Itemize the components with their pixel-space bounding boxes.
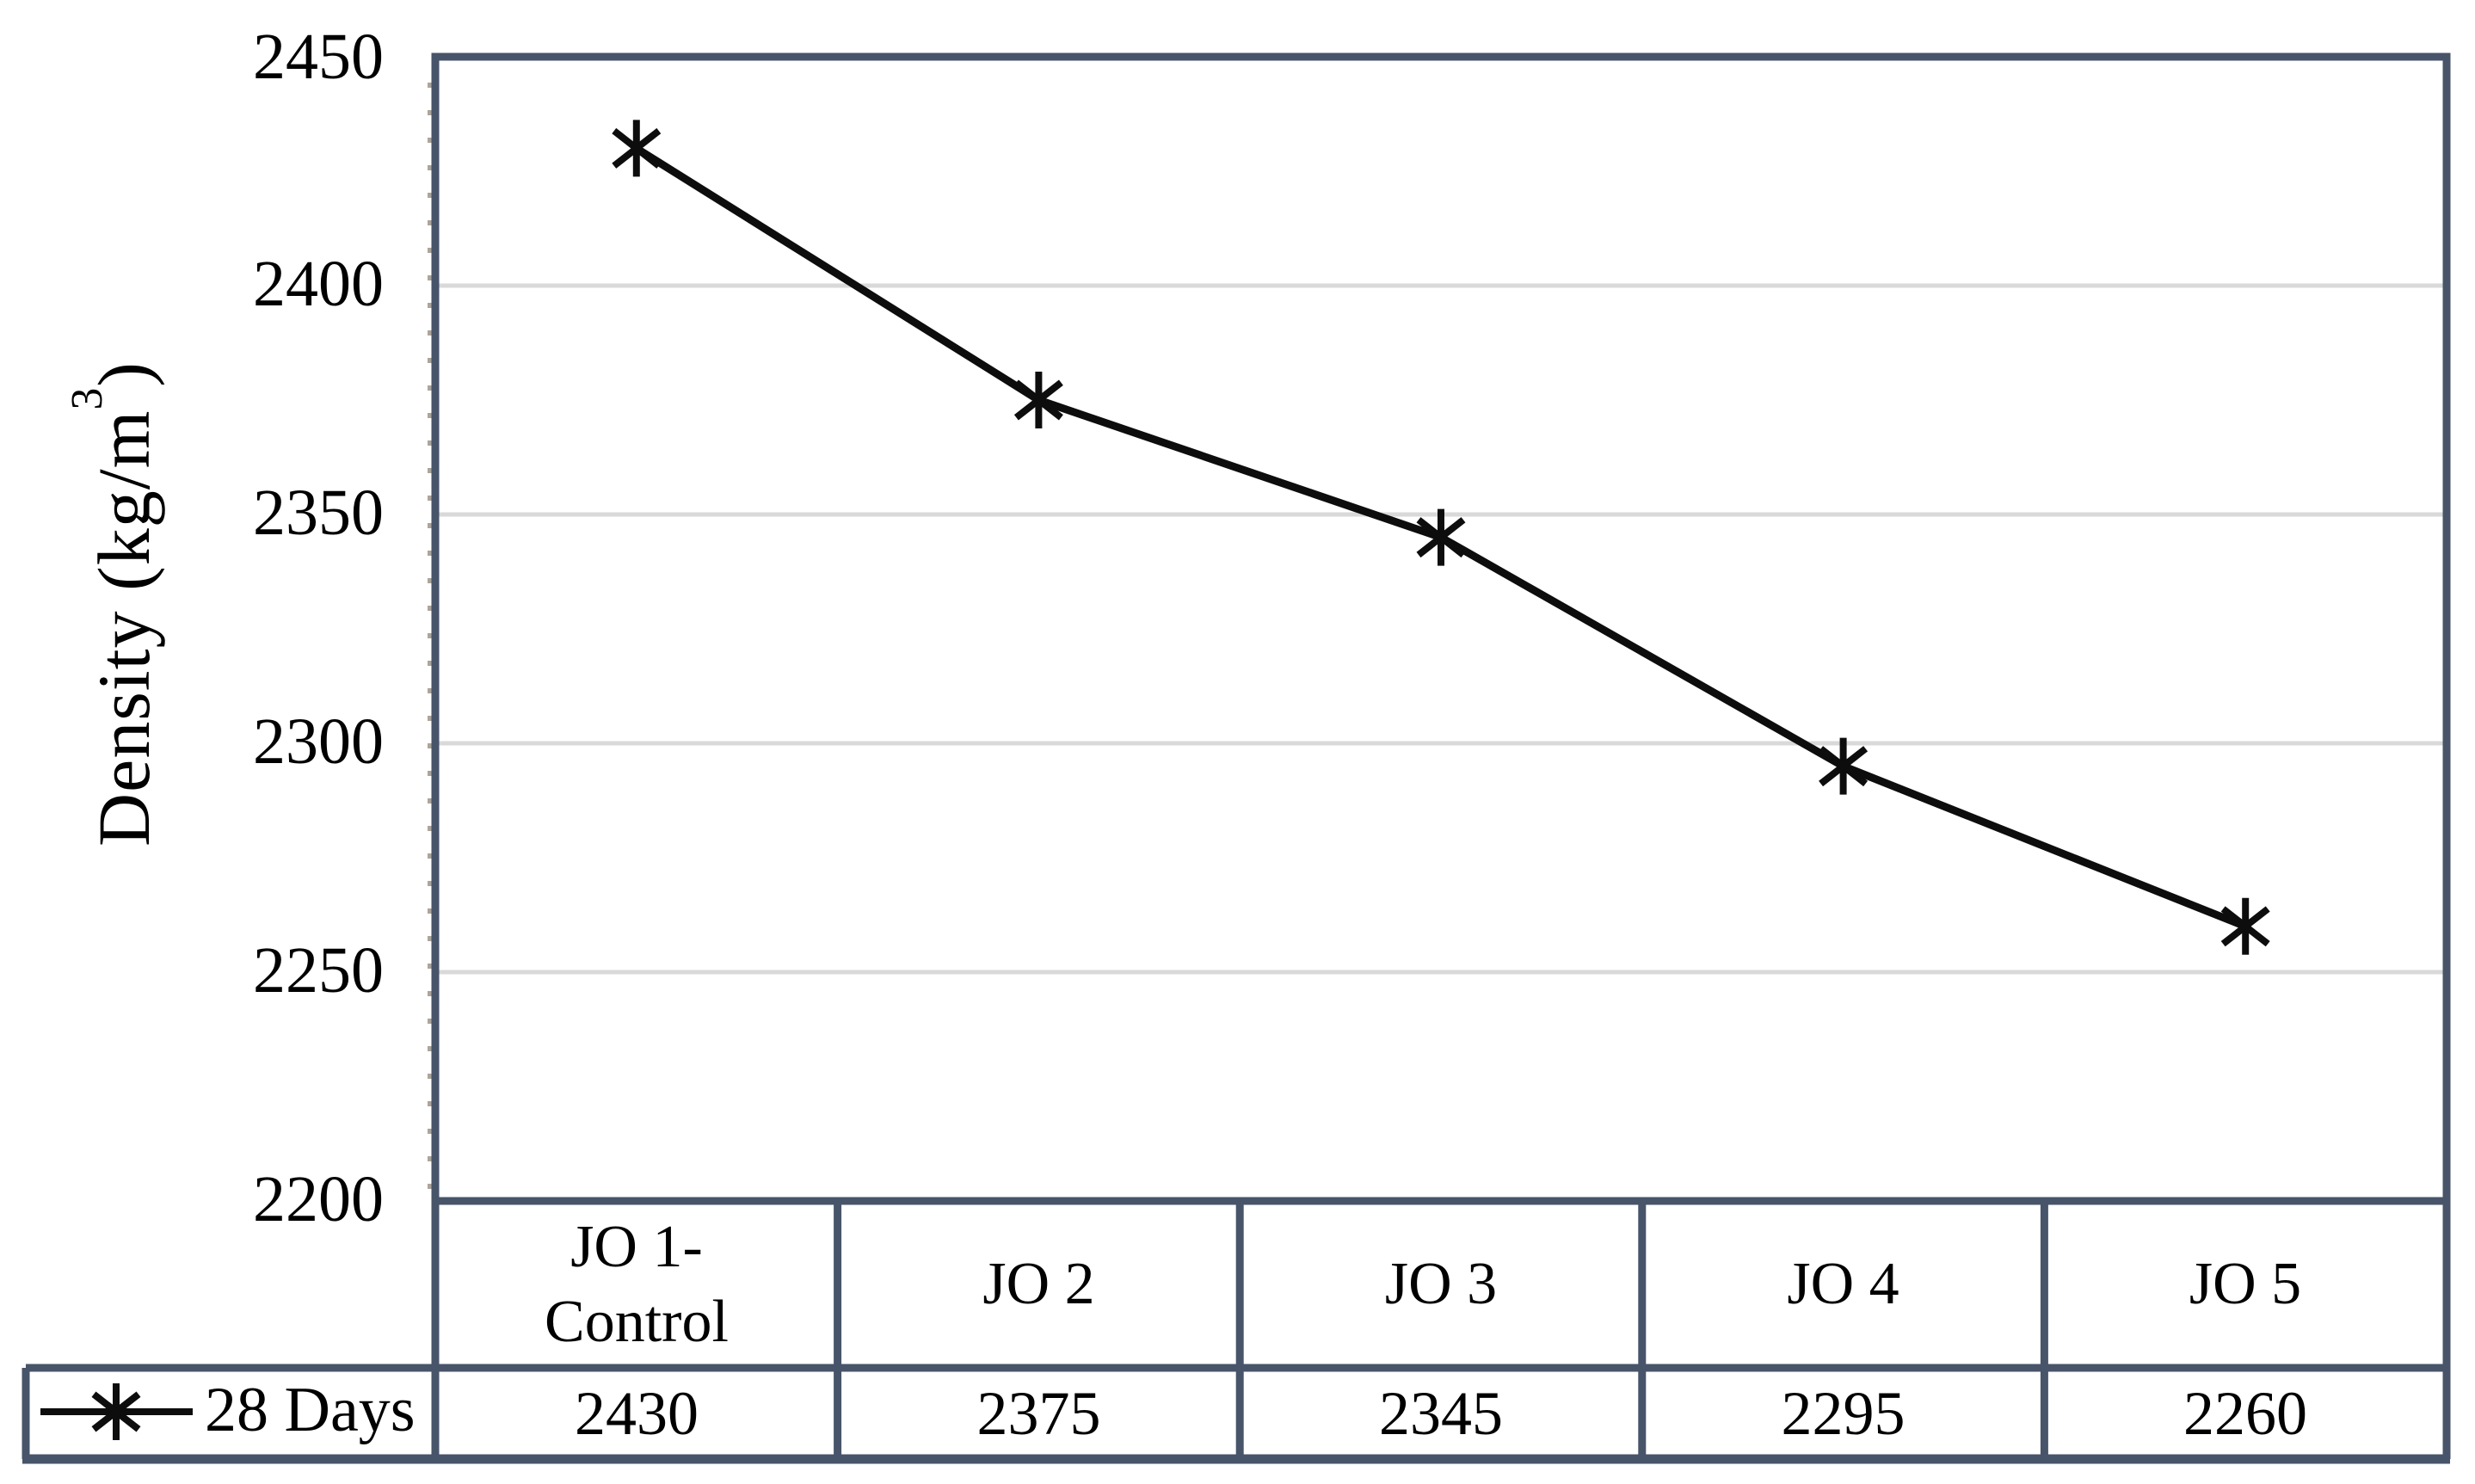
value-cell-jo1: 2430 (575, 1379, 699, 1448)
y-tick-2200: 2200 (253, 1162, 384, 1235)
y-axis-title: Density (kg/m3) (63, 361, 167, 847)
y-axis-title-text: Density (kg/m (83, 409, 165, 847)
y-tick-2350: 2350 (253, 476, 384, 549)
y-tick-2300: 2300 (253, 705, 384, 778)
y-tick-2400: 2400 (253, 247, 384, 320)
category-header-jo5: JO 5 (2189, 1251, 2302, 1318)
value-cell-jo2: 2375 (976, 1379, 1101, 1448)
category-header-jo4: JO 4 (1787, 1251, 1899, 1318)
y-axis-title-superscript: 3 (62, 386, 112, 410)
value-cell-jo3: 2345 (1379, 1379, 1503, 1448)
value-cell-jo5: 2260 (2183, 1379, 2307, 1448)
category-header-jo1: JO 1- Control (545, 1213, 729, 1355)
y-tick-2450: 2450 (253, 20, 384, 93)
category-header-jo2: JO 2 (982, 1251, 1095, 1318)
y-axis-title-close: ) (83, 361, 165, 387)
category-header-jo3: JO 3 (1384, 1251, 1498, 1318)
series-legend-label: 28 Days (205, 1374, 416, 1445)
value-cell-jo4: 2295 (1781, 1379, 1906, 1448)
y-tick-2250: 2250 (253, 933, 384, 1007)
